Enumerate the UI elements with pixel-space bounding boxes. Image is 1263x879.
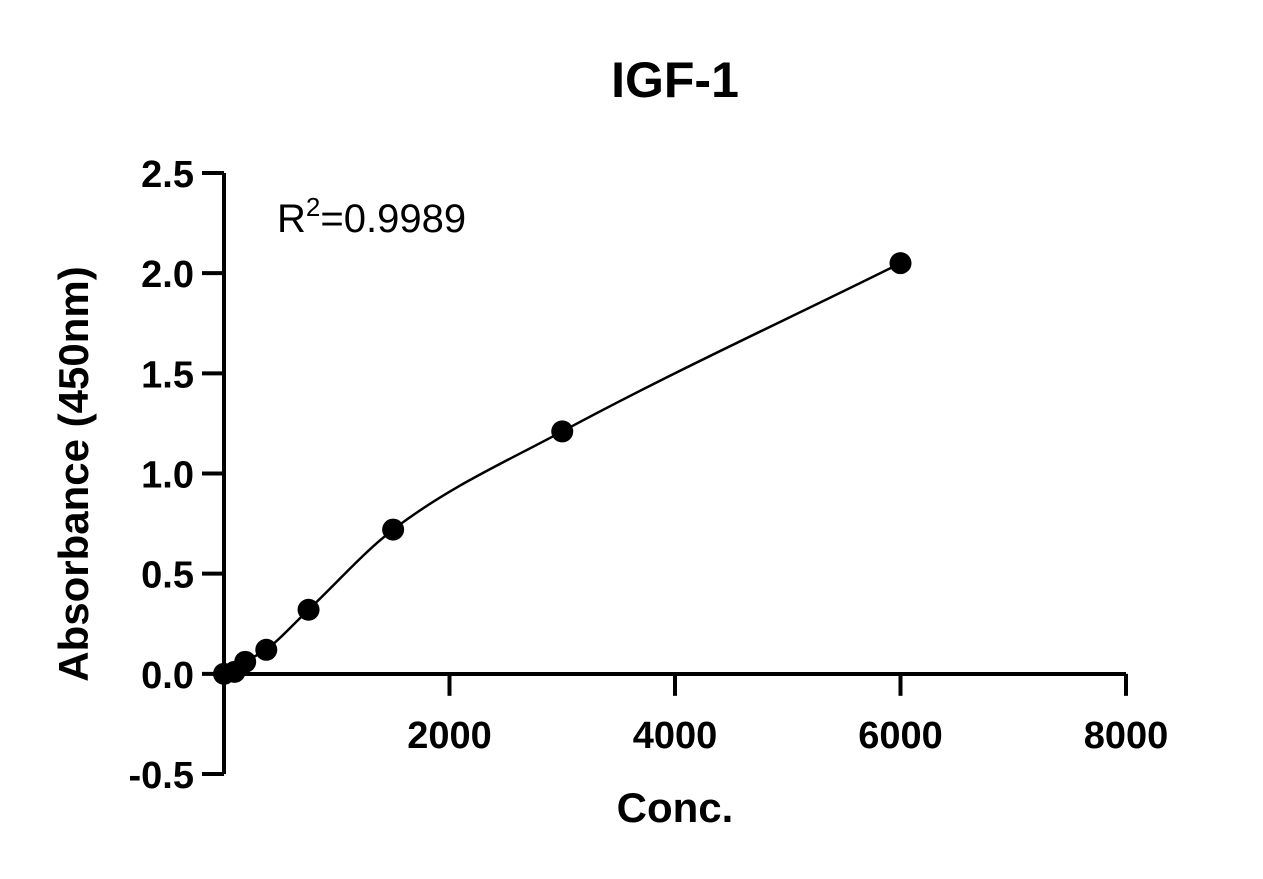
x-tick-label: 4000 (633, 715, 718, 757)
data-point (382, 518, 405, 541)
data-points (213, 252, 912, 685)
x-axis-label: Conc. (617, 784, 734, 831)
r-squared-annotation: R2=0.9989 (277, 192, 466, 241)
y-tick-label: -0.5 (129, 755, 194, 797)
y-tick-label: 2.0 (141, 254, 194, 296)
y-tick-label: 1.5 (141, 354, 194, 396)
data-point (551, 420, 574, 443)
y-tick-label: 0.0 (141, 655, 194, 697)
y-axis-label: Absorbance (450nm) (50, 266, 97, 681)
data-point (297, 598, 320, 621)
r-squared-value: =0.9989 (320, 197, 466, 241)
r-squared-superscript: 2 (306, 192, 320, 222)
data-point (234, 650, 257, 673)
y-tick-label: 0.5 (141, 555, 194, 597)
x-ticks: 2000 4000 6000 8000 (407, 673, 1169, 757)
x-tick-label: 6000 (858, 715, 943, 757)
y-tick-label: 2.5 (141, 154, 194, 196)
data-point (889, 252, 912, 275)
x-tick-label: 2000 (407, 715, 492, 757)
data-point (255, 638, 278, 661)
r-squared-base: R (277, 197, 306, 241)
chart-title: IGF-1 (611, 52, 739, 108)
fit-curve (223, 262, 902, 676)
y-tick-label: 1.0 (141, 455, 194, 497)
x-tick-label: 8000 (1084, 715, 1169, 757)
y-ticks: -0.5 0.0 0.5 1.0 1.5 2.0 2.5 (129, 154, 224, 797)
